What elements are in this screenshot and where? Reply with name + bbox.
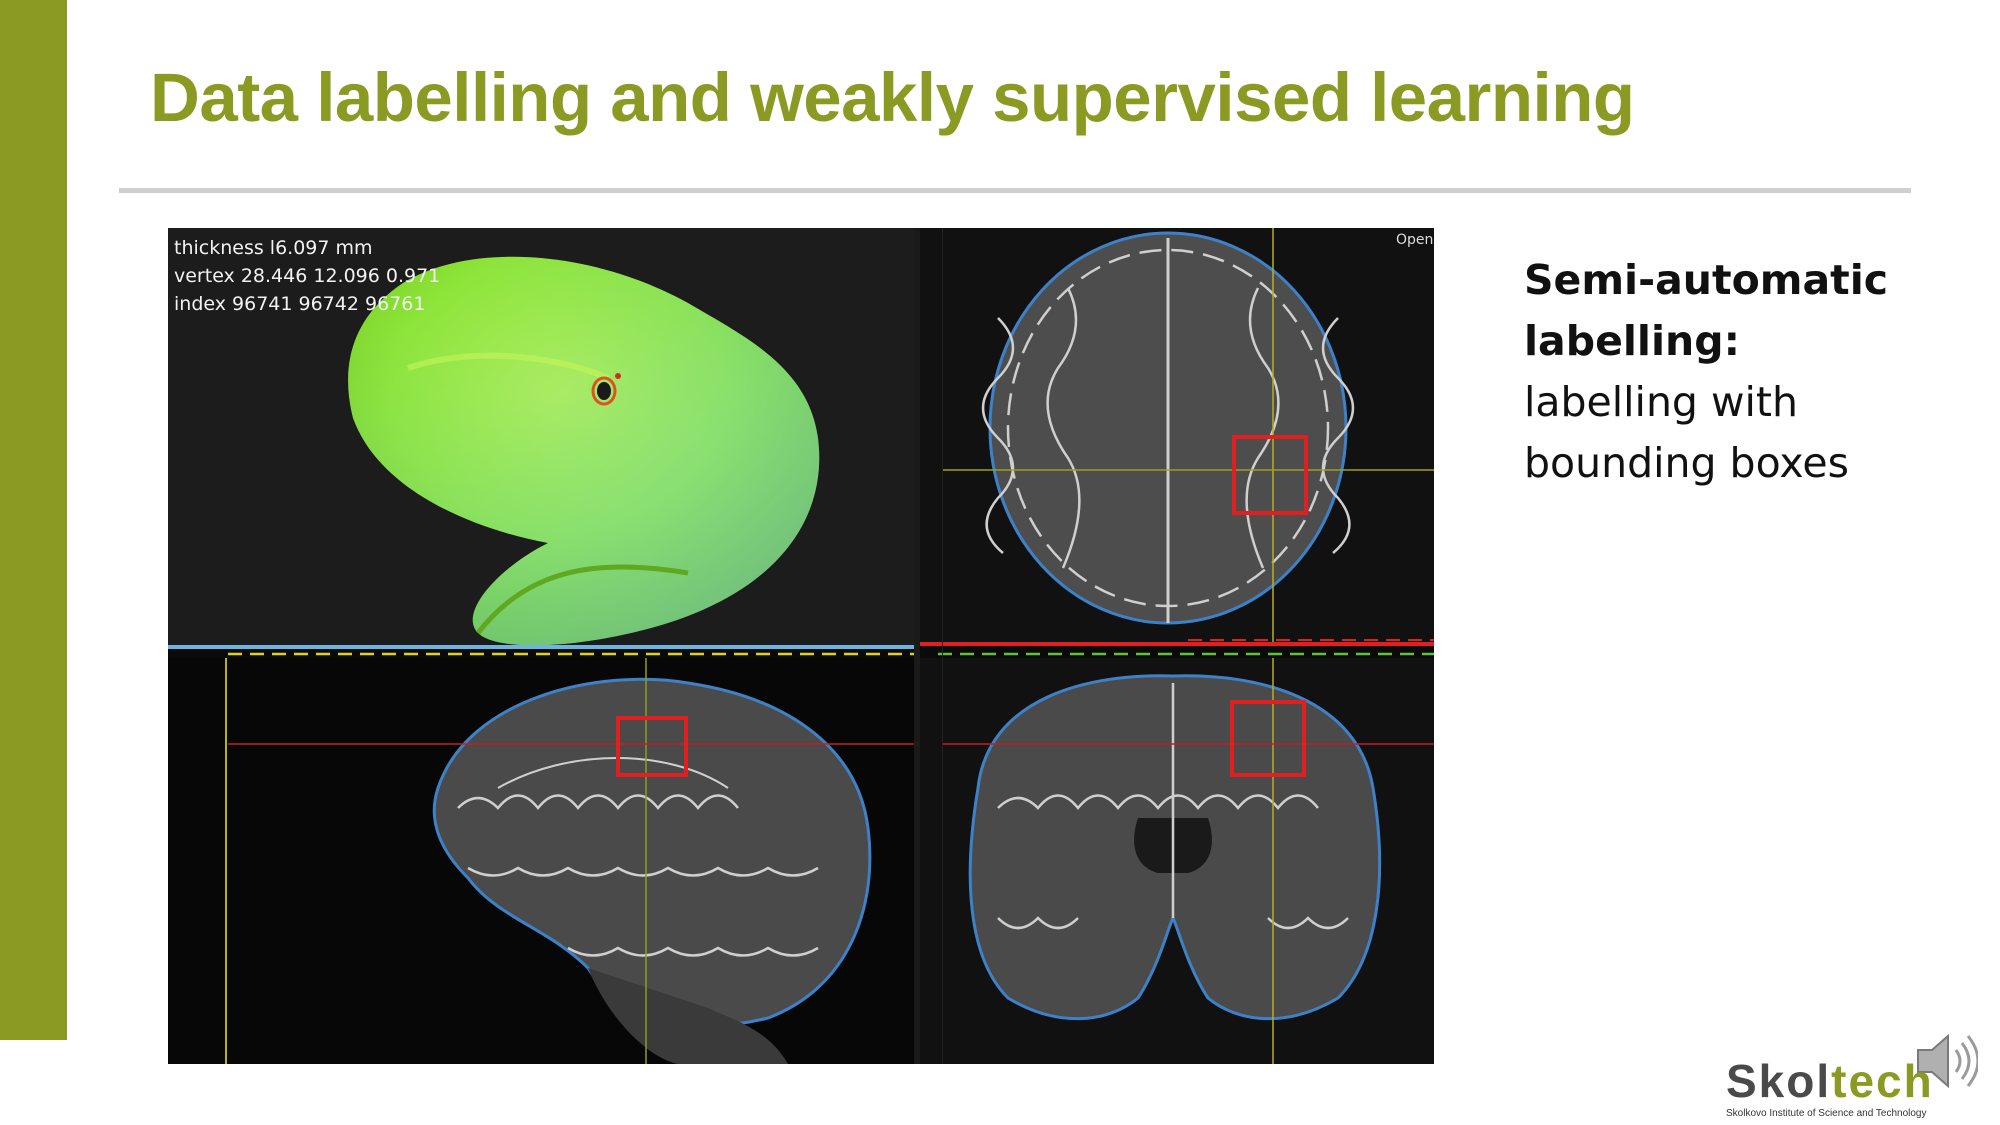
sagittal-view-panel[interactable] bbox=[168, 658, 914, 1064]
vertex-coordinates-readout: vertex 28.446 12.096 0.971 bbox=[174, 265, 441, 287]
description-heading: Semi-automatic labelling: bbox=[1524, 256, 1889, 365]
skoltech-logo: Skoltech Skolkovo Institute of Science a… bbox=[1726, 1056, 1962, 1119]
vertex-readout: thickness l6.097 mm vertex 28.446 12.096… bbox=[174, 234, 440, 318]
coronal-view-panel[interactable] bbox=[914, 658, 1434, 1064]
vertex-index-readout: index 96741 96742 96761 bbox=[174, 293, 426, 315]
description: Semi-automatic labelling: labelling with… bbox=[1524, 250, 1944, 494]
mri-viewer-canvas bbox=[168, 228, 1434, 1064]
description-body: labelling with bounding boxes bbox=[1524, 378, 1849, 487]
logo-subtitle: Skolkovo Institute of Science and Techno… bbox=[1726, 1108, 1927, 1119]
axial-view-panel[interactable] bbox=[914, 228, 1434, 646]
sidebar-accent-bar bbox=[0, 0, 67, 1040]
slide-title: Data labelling and weakly supervised lea… bbox=[150, 59, 1635, 136]
logo-wordmark: Skoltech bbox=[1726, 1055, 1934, 1107]
title-divider bbox=[119, 188, 1911, 193]
thickness-readout: thickness l6.097 mm bbox=[174, 237, 373, 259]
mri-viewer[interactable]: thickness l6.097 mm vertex 28.446 12.096… bbox=[168, 228, 1434, 1064]
open-button[interactable]: Open bbox=[1396, 232, 1434, 248]
3d-surface-panel[interactable] bbox=[168, 228, 914, 648]
